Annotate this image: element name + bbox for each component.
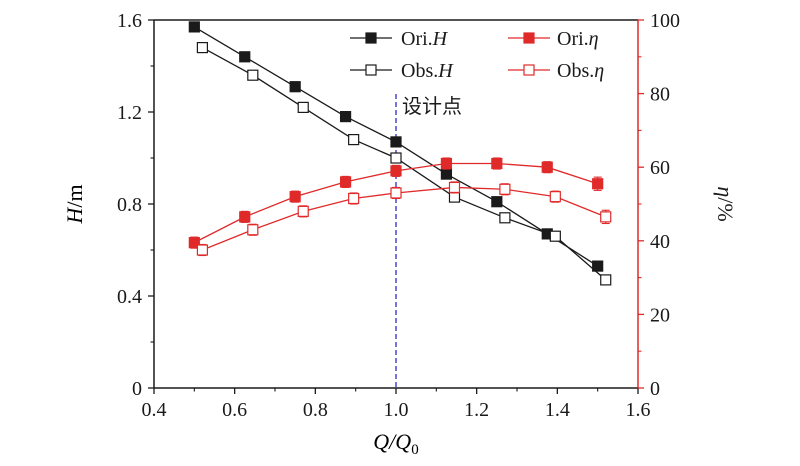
legend-label-ori-eta-var: η [589,28,599,50]
data-point [448,191,461,203]
data-point [247,69,259,81]
series-Ori.η [188,157,604,249]
data-point [549,191,561,203]
x-tick-label: 1.2 [464,399,489,421]
legend-marker-ori-h [365,32,377,44]
y-left-tick-label: 1.2 [117,102,142,124]
y-right-tick-label: 40 [650,231,670,253]
series-Obs.H [196,41,612,286]
y-right-tick-label: 60 [650,157,670,179]
x-tick-label: 0.4 [142,399,167,421]
data-point [600,274,612,286]
y-right-axis-title-main: η [713,186,738,197]
legend-item-ori-h: Ori.H [350,28,449,50]
legend: Ori.H Obs.H Ori.η Obs.η [350,28,604,82]
data-point [339,176,352,188]
y-left-tick-label: 0.4 [117,286,142,308]
data-point [348,134,360,146]
data-point [239,51,251,63]
svg-text:Obs.η: Obs.η [557,60,604,82]
data-point [491,157,503,170]
data-point [592,260,604,272]
x-tick-label: 0.8 [303,399,328,421]
data-point [600,211,612,223]
data-point [297,101,309,114]
x-tick-label: 0.6 [222,399,247,421]
y-left-axis-title: H/m [62,184,87,224]
y-right-tick-label: 0 [650,378,660,400]
y-left-tick-label: 1.6 [117,10,142,32]
legend-marker-obs-h [365,64,377,76]
data-point [188,237,200,249]
svg-text:Ori.η: Ori.η [557,28,599,50]
data-point [289,191,301,203]
data-point [499,212,511,224]
legend-item-obs-eta: Obs.η [508,60,604,82]
y-right-axis-title: η/% [713,186,738,221]
y-right-tick-label: 100 [650,10,680,32]
data-point [390,136,402,148]
y-right-tick-label: 80 [650,84,670,106]
y-left-tick-label: 0.8 [117,194,142,216]
legend-label-ori-h: Ori. [401,28,433,50]
svg-text:Obs.H: Obs.H [401,60,454,82]
x-tick-label: 1.4 [545,399,570,421]
data-point [499,183,511,195]
y-left-tick-label: 0 [132,378,142,400]
data-point [188,21,200,33]
legend-label-obs-h: Obs. [401,60,438,82]
legend-item-ori-eta: Ori.η [508,28,599,50]
y-right-tick-label: 20 [650,304,670,326]
axis-ticks [148,19,644,394]
legend-marker-obs-eta [523,64,535,76]
legend-marker-ori-eta [523,32,535,44]
data-point [592,178,604,190]
series-Obs.η [196,181,612,257]
data-point [390,165,402,177]
data-point [390,187,402,199]
data-point [448,181,461,194]
data-point [491,196,503,208]
data-point [348,192,360,205]
x-tick-label: 1.0 [384,399,409,421]
x-axis-title-main: Q/Q [373,429,411,454]
data-point [339,110,352,123]
data-point [239,211,251,223]
x-axis-title-sub: 0 [411,442,419,458]
design-point-label: 设计点 [402,94,462,118]
legend-label-obs-eta: Obs. [557,60,594,82]
y-right-axis-title-rest: /% [713,197,738,221]
data-point [289,81,301,93]
data-point [541,161,553,173]
data-point [297,205,309,217]
legend-label-ori-eta: Ori. [557,28,589,50]
data-point [196,244,208,256]
data-point [440,157,453,170]
data-point [549,230,561,242]
x-axis-title: Q/Q0 [373,429,418,458]
axis-tick-labels: 0.4 0.6 0.8 1.0 1.2 1.4 1.600.40.81.21.6020406… [117,10,680,421]
series-layer [188,21,612,286]
legend-label-obs-h-var: H [437,60,454,82]
data-point [390,152,402,164]
data-point [440,168,453,180]
data-point [196,41,208,54]
svg-text:Ori.H: Ori.H [401,28,449,50]
y-left-axis-title-rest: /m [62,184,87,207]
x-tick-label: 1.6 [626,399,651,421]
data-point [247,224,259,236]
legend-label-obs-eta-var: η [594,60,604,82]
y-left-axis-title-main: H [62,207,87,225]
legend-label-ori-h-var: H [432,28,449,50]
series-line [202,186,606,251]
legend-item-obs-h: Obs.H [350,60,454,82]
